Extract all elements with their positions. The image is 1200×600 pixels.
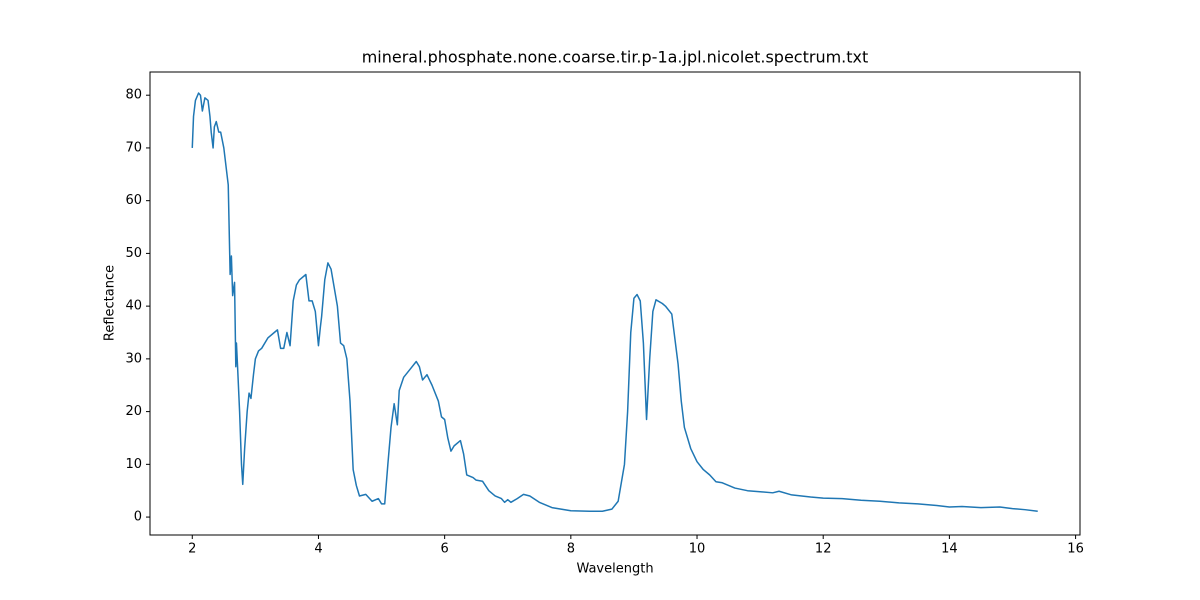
y-tick-label: 20	[125, 404, 142, 419]
chart-title: mineral.phosphate.none.coarse.tir.p-1a.j…	[362, 48, 869, 67]
y-tick-label: 60	[125, 193, 142, 208]
x-tick-label: 10	[689, 542, 706, 557]
x-axis-label: Wavelength	[576, 562, 653, 577]
y-axis-label: Reflectance	[103, 265, 118, 341]
x-tick-label: 14	[941, 542, 958, 557]
y-tick-label: 50	[125, 246, 142, 261]
y-tick-label: 0	[134, 510, 142, 525]
x-tick-label: 4	[314, 542, 322, 557]
axes-frame	[149, 71, 1081, 536]
y-tick-label: 80	[125, 88, 142, 103]
x-tick-label: 2	[188, 542, 196, 557]
y-tick-label: 70	[125, 140, 142, 155]
spectrum-line	[191, 92, 1038, 513]
x-tick-label: 6	[441, 542, 449, 557]
y-tick-label: 30	[125, 351, 142, 366]
x-tick-label: 12	[815, 542, 832, 557]
x-tick-label: 8	[567, 542, 575, 557]
x-tick-label: 16	[1067, 542, 1084, 557]
y-tick-label: 40	[125, 299, 142, 314]
y-tick-label: 10	[125, 457, 142, 472]
